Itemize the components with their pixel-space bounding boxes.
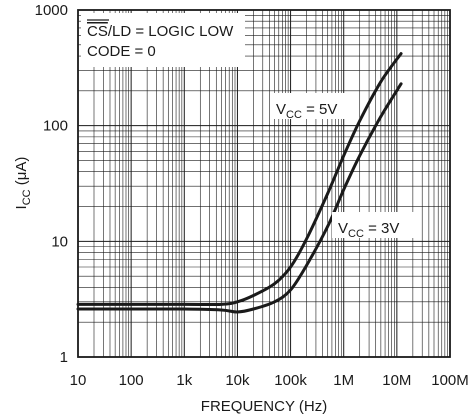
grid <box>78 10 450 357</box>
y-axis-title-base: I <box>13 205 30 209</box>
annotation-line-1: CS/LD = LOGIC LOW <box>87 23 234 40</box>
y-tick-label: 1000 <box>35 2 68 19</box>
y-tick-labels: 1 10 100 1000 <box>35 2 68 366</box>
y-axis-title-sub: CC <box>21 189 33 205</box>
y-axis-title: ICC (μA) <box>13 157 33 210</box>
series-label-3v-sub: CC <box>348 228 364 240</box>
x-tick-label: 10 <box>70 372 87 389</box>
cs-overbar-text: CS <box>87 23 108 40</box>
series-label-3v-base: V <box>338 220 348 237</box>
x-tick-label: 1M <box>333 372 354 389</box>
annotation-box <box>81 13 245 67</box>
y-axis-title-unit: (μA) <box>13 157 30 190</box>
x-tick-label: 1k <box>176 372 192 389</box>
x-tick-label: 10M <box>382 372 411 389</box>
series-lines <box>76 52 403 314</box>
annotation-line-1-rest: /LD = LOGIC LOW <box>108 23 234 40</box>
series-label-3v-rest: = 3V <box>364 220 399 237</box>
series-label-5v: VCC = 5V <box>276 101 337 121</box>
plot-frame <box>77 9 451 358</box>
annotation-line-2: CODE = 0 <box>87 43 156 60</box>
y-tick-label: 100 <box>43 118 68 135</box>
x-tick-label: 100M <box>431 372 468 389</box>
x-tick-label: 10k <box>225 372 250 389</box>
series-line-vcc-3v <box>76 82 403 314</box>
y-tick-label: 10 <box>51 233 68 250</box>
series-line-vcc-5v <box>76 52 403 307</box>
series-label-5v-bg <box>270 93 350 119</box>
x-axis-title: FREQUENCY (Hz) <box>201 398 327 415</box>
series-label-3v-bg <box>332 212 416 238</box>
x-tick-label: 100k <box>274 372 307 389</box>
series-label-3v: VCC = 3V <box>338 220 399 240</box>
y-tick-label: 1 <box>60 349 68 366</box>
series-label-5v-rest: = 5V <box>302 101 337 118</box>
series-label-5v-sub: CC <box>286 109 302 121</box>
series-label-5v-base: V <box>276 101 286 118</box>
x-tick-labels: 10 100 1k 10k 100k 1M 10M 100M <box>70 372 468 389</box>
x-tick-label: 100 <box>119 372 144 389</box>
